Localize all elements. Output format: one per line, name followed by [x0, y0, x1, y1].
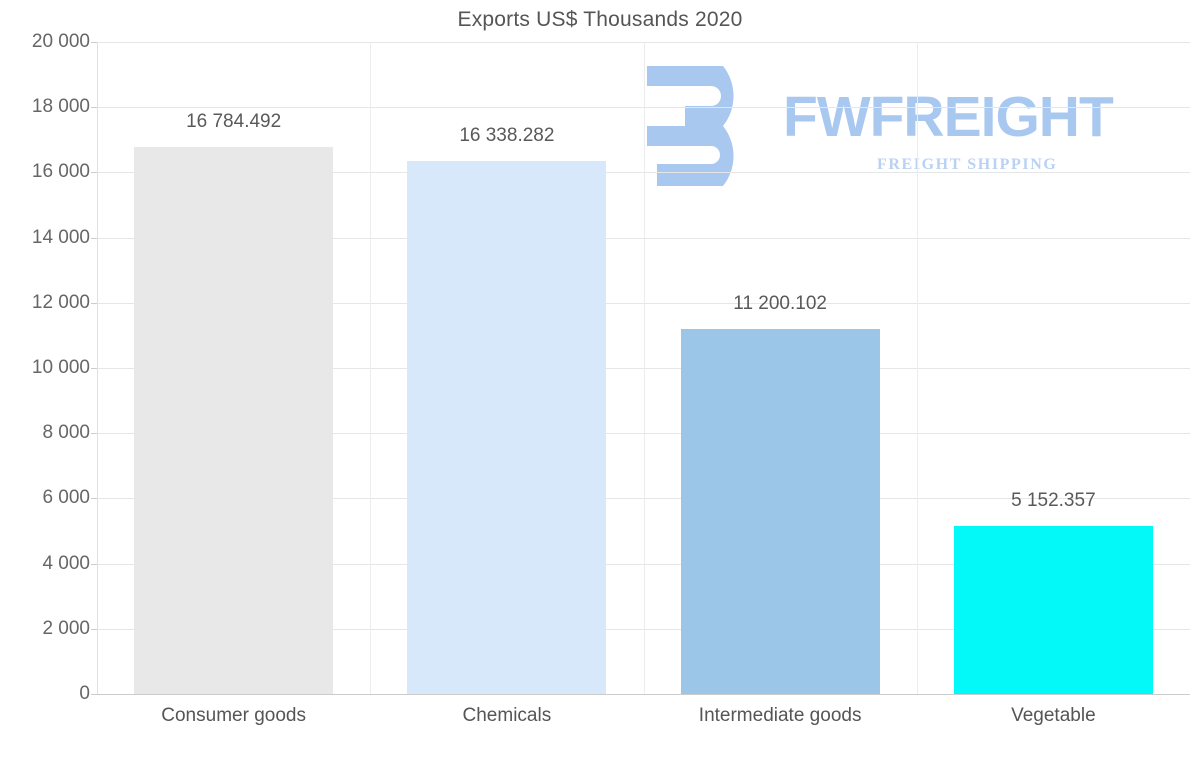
y-axis-tick-mark	[91, 237, 97, 239]
bar-value-label: 16 784.492	[186, 110, 282, 132]
plot-area	[91, 42, 1190, 695]
x-axis-label: Consumer goods	[161, 705, 306, 726]
gridline-vertical	[644, 42, 645, 694]
gridline-vertical	[917, 42, 918, 694]
y-axis-line	[97, 42, 98, 694]
y-axis-tick-mark	[91, 42, 97, 43]
gridline-horizontal	[97, 107, 1190, 109]
y-axis-tick-mark	[91, 563, 97, 565]
gridline-horizontal	[97, 368, 1190, 369]
gridline-horizontal	[97, 498, 1190, 500]
y-axis-label: 2 000	[42, 617, 90, 639]
y-axis-label: 4 000	[42, 552, 90, 574]
y-axis-label: 14 000	[31, 226, 90, 248]
chart-title: Exports US$ Thousands 2020	[457, 8, 743, 31]
y-axis-tick-mark	[91, 628, 97, 630]
bar[interactable]	[953, 526, 1153, 694]
y-axis-label: 6 000	[42, 487, 90, 509]
gridline-horizontal	[97, 302, 1190, 304]
y-axis-tick-mark	[91, 498, 97, 500]
y-axis-tick-mark	[91, 302, 97, 304]
gridline-horizontal	[97, 172, 1190, 174]
bar-value-label: 5 152.357	[1011, 490, 1096, 512]
y-axis-label: 16 000	[31, 161, 90, 183]
y-axis-label: 8 000	[42, 422, 90, 444]
y-axis-tick-mark	[91, 172, 97, 174]
y-axis-tick-mark	[91, 694, 97, 695]
bar-value-label: 16 338.282	[459, 125, 555, 147]
gridline-vertical	[370, 42, 371, 694]
gridline-horizontal	[97, 42, 1190, 43]
y-axis-tick-mark	[91, 107, 97, 109]
gridline-horizontal	[97, 628, 1190, 630]
gridline-horizontal	[97, 563, 1190, 565]
y-axis-label: 18 000	[31, 96, 90, 118]
x-axis-label: Chemicals	[462, 705, 552, 726]
y-axis-label: 20 000	[31, 31, 90, 52]
bar-value-label: 11 200.102	[733, 292, 827, 314]
x-axis-label: Intermediate goods	[698, 705, 862, 726]
y-axis-label: 12 000	[31, 291, 90, 313]
gridline-horizontal	[97, 237, 1190, 239]
y-axis-label: 10 000	[31, 357, 90, 378]
bar[interactable]	[680, 328, 880, 694]
y-axis-tick-mark	[91, 368, 97, 369]
gridline-horizontal	[97, 433, 1190, 435]
x-axis-label: Vegetable	[1011, 705, 1096, 726]
y-axis-label: 0	[79, 683, 90, 704]
gridline-horizontal	[97, 694, 1190, 695]
y-axis-tick-mark	[91, 433, 97, 435]
bar[interactable]	[134, 146, 334, 694]
bar[interactable]	[407, 161, 607, 694]
